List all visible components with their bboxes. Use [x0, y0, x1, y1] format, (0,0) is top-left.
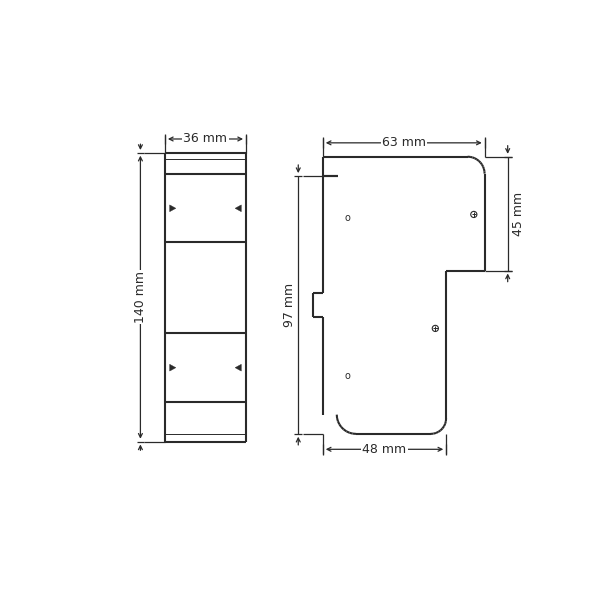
Text: o: o: [344, 213, 350, 223]
Polygon shape: [170, 364, 176, 371]
Text: 140 mm: 140 mm: [134, 271, 147, 323]
Polygon shape: [170, 205, 176, 212]
Text: 36 mm: 36 mm: [184, 133, 227, 145]
Text: 140 mm: 140 mm: [134, 271, 147, 323]
Text: 48 mm: 48 mm: [362, 443, 407, 456]
Text: 97 mm: 97 mm: [283, 283, 296, 327]
Polygon shape: [235, 205, 241, 212]
Text: o: o: [344, 371, 350, 381]
Polygon shape: [235, 364, 241, 371]
Text: 63 mm: 63 mm: [382, 136, 426, 149]
Text: 45 mm: 45 mm: [512, 191, 525, 236]
